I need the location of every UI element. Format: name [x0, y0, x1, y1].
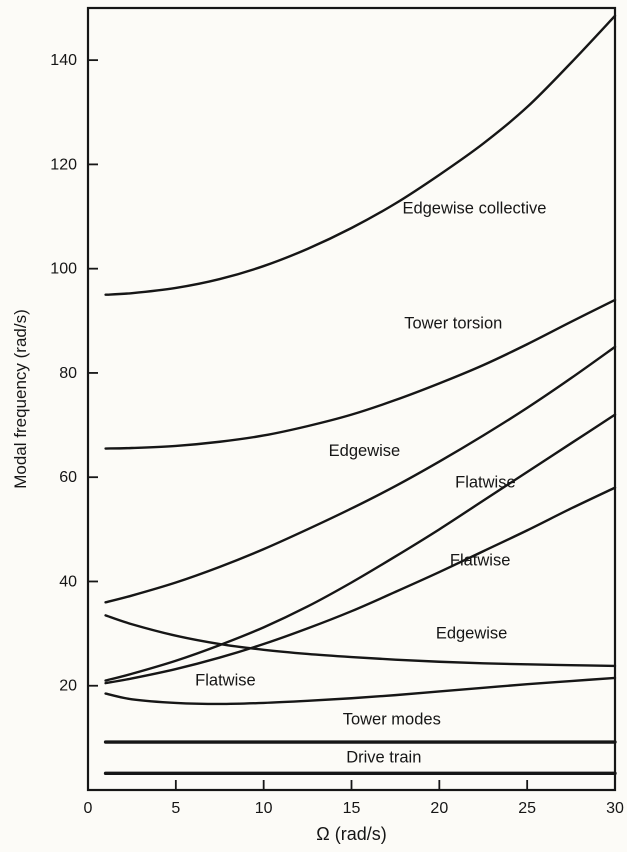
y-axis-label: Modal frequency (rad/s): [11, 309, 30, 489]
series-line-0-edgewise-collective: [104, 14, 617, 296]
curve-label-tower-modes-7: Tower modes: [343, 711, 441, 729]
y-tick-label: 60: [59, 469, 77, 486]
curve-label-edgewise-5: Edgewise: [436, 625, 508, 643]
y-tick-label: 20: [59, 678, 77, 695]
series-line-2-edgewise: [104, 345, 617, 604]
curve-label-flatwise-4: Flatwise: [450, 552, 511, 570]
curve-label-flatwise-6: Flatwise: [195, 672, 256, 690]
curve-label-edgewise-2: Edgewise: [329, 442, 401, 460]
x-tick-label: 5: [171, 800, 180, 817]
curve-label-edgewise-collective-0: Edgewise collective: [402, 200, 546, 218]
series-line-1-tower-torsion: [104, 298, 617, 450]
y-tick-label: 120: [50, 156, 77, 173]
series-line-4-flatwise: [104, 486, 617, 685]
y-tick-label: 40: [59, 573, 77, 590]
series-line-6-flatwise: [104, 676, 617, 706]
series-line-3-flatwise: [104, 413, 617, 682]
x-tick-label: 15: [343, 800, 361, 817]
x-axis-label: Ω (rad/s): [316, 824, 386, 844]
curve-label-tower-torsion-1: Tower torsion: [404, 314, 502, 332]
series-line-5-edgewise: [104, 614, 617, 668]
y-tick-label: 140: [50, 52, 77, 69]
x-tick-label: 25: [518, 800, 536, 817]
curve-label-flatwise-3: Flatwise: [455, 473, 516, 491]
y-tick-label: 80: [59, 365, 77, 382]
x-tick-label: 20: [430, 800, 448, 817]
x-tick-label: 10: [255, 800, 273, 817]
y-tick-label: 100: [50, 261, 77, 278]
x-tick-label: 30: [606, 800, 624, 817]
curve-label-drive-train-8: Drive train: [346, 749, 421, 767]
x-tick-label: 0: [84, 800, 93, 817]
